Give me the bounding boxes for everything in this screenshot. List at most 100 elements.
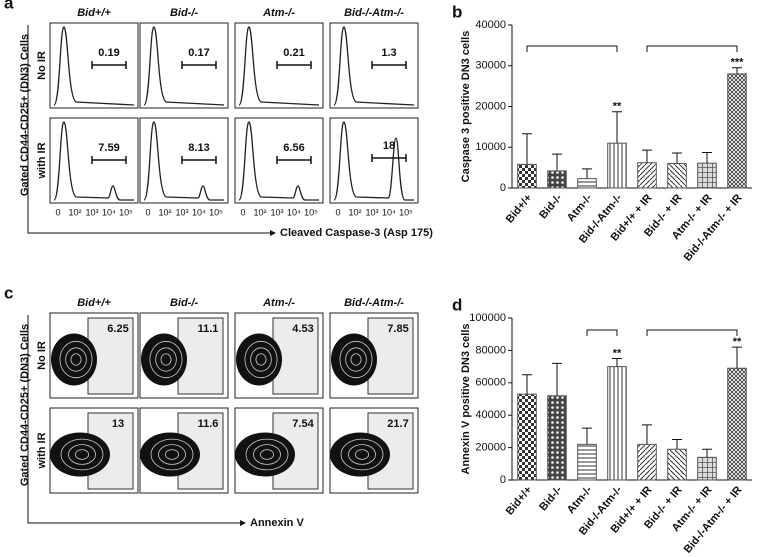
contour-line — [70, 353, 82, 366]
gate-percent: 11.6 — [198, 418, 219, 430]
significance: *** — [731, 57, 745, 69]
gate-percent: 7.59 — [98, 142, 119, 154]
x-tick-label: 10⁴ — [192, 207, 206, 217]
y-axis-label: Gated CD44-CD25+ (DN3) Cells — [19, 324, 31, 486]
gate-marker — [371, 154, 407, 162]
gate-percent: 21.7 — [387, 418, 408, 430]
contour-line — [155, 347, 177, 372]
bracket — [646, 45, 738, 52]
contour-line — [65, 347, 87, 372]
gate-percent: 1.3 — [381, 47, 396, 59]
panel-letter: d — [452, 295, 462, 314]
gate-percent: 7.54 — [292, 418, 314, 430]
column-header: Atm-/- — [262, 7, 295, 19]
gate-percent: 0.21 — [283, 47, 304, 59]
y-tick-label: 40000 — [475, 19, 506, 31]
x-tick-label: 10³ — [175, 207, 188, 217]
x-tick-label: 10² — [68, 207, 81, 217]
contour-line — [60, 438, 104, 471]
contour-line — [345, 347, 367, 372]
gate-marker — [181, 156, 217, 164]
contour-blob — [235, 432, 295, 477]
bar — [607, 142, 627, 189]
error-bar — [732, 346, 742, 369]
gate-percent: 4.53 — [292, 323, 313, 335]
panel-letter: b — [452, 2, 462, 21]
contour-line — [259, 449, 274, 460]
x-tick-label: 10³ — [270, 207, 283, 217]
contour-line — [158, 444, 186, 465]
histogram — [53, 26, 135, 106]
x-tick-label: Atm-/- — [565, 192, 595, 224]
gate-marker — [276, 61, 312, 69]
x-tick-label: 0 — [335, 207, 340, 217]
bar — [517, 163, 537, 189]
plot-frame — [329, 117, 419, 204]
error-bar — [612, 111, 622, 144]
x-tick-label: 10² — [348, 207, 361, 217]
error-bar — [522, 133, 532, 165]
row-label: No IR — [36, 51, 48, 80]
bar — [547, 395, 567, 481]
contour-line — [160, 353, 172, 366]
x-tick-label: 10⁵ — [399, 207, 413, 217]
gate-percent: 0.17 — [188, 47, 209, 59]
column-header: Bid-/- — [170, 297, 198, 309]
gate-percent: 0.19 — [98, 47, 119, 59]
axis-arrow — [27, 25, 270, 234]
x-tick-label: Bid+/+ — [504, 484, 535, 517]
x-tick-label: 10⁵ — [119, 207, 133, 217]
gate-percent: 7.85 — [387, 323, 408, 335]
contour-line — [68, 444, 96, 465]
panel-letter: a — [4, 0, 14, 12]
y-tick-label: 100000 — [469, 312, 506, 324]
x-tick-label: 10⁴ — [287, 207, 301, 217]
y-tick-label: 40000 — [475, 409, 506, 421]
contour-line — [348, 444, 376, 465]
column-header: Bid+/+ — [77, 7, 111, 19]
y-tick-label: 30000 — [475, 60, 506, 72]
column-header: Bid-/- — [170, 7, 198, 19]
y-tick-label: 0 — [500, 182, 506, 194]
x-tick-label: 10³ — [85, 207, 98, 217]
x-tick-label: 0 — [145, 207, 150, 217]
gate-percent: 11.1 — [198, 323, 219, 335]
bracket — [526, 45, 618, 52]
contour-line — [255, 353, 267, 366]
contour-line — [350, 353, 362, 366]
row-label: with IR — [36, 142, 48, 179]
column-header: Bid-/-Atm-/- — [344, 7, 404, 19]
error-bar — [582, 168, 592, 179]
error-bar — [642, 424, 652, 445]
panel-letter: c — [4, 283, 13, 302]
bar — [517, 393, 537, 481]
y-tick-label: 60000 — [475, 377, 506, 389]
row-label: No IR — [36, 341, 48, 370]
bar — [667, 448, 687, 481]
x-tick-label: Bid-/- — [537, 484, 564, 513]
bar — [697, 456, 717, 481]
contour-blob — [330, 432, 390, 477]
row-label: with IR — [36, 432, 48, 469]
x-tick-label: 10³ — [365, 207, 378, 217]
bar — [727, 367, 747, 481]
contour-line — [149, 340, 183, 379]
y-axis-label: Caspase 3 positive DN3 cells — [460, 31, 472, 183]
arrow-head — [240, 520, 246, 526]
contour-line — [253, 444, 281, 465]
column-header: Bid+/+ — [77, 297, 111, 309]
error-bar — [522, 374, 532, 395]
contour-line — [354, 449, 369, 460]
bracket — [646, 329, 738, 336]
significance: ** — [733, 336, 742, 348]
contour-line — [164, 449, 179, 460]
y-tick-label: 80000 — [475, 344, 506, 356]
error-bar — [702, 152, 712, 164]
bar — [637, 443, 657, 481]
column-header: Atm-/- — [262, 297, 295, 309]
bar — [667, 163, 687, 189]
x-tick-label: 10² — [158, 207, 171, 217]
x-tick-label: 10⁵ — [304, 207, 318, 217]
gate-marker — [371, 61, 407, 69]
bar — [697, 162, 717, 189]
